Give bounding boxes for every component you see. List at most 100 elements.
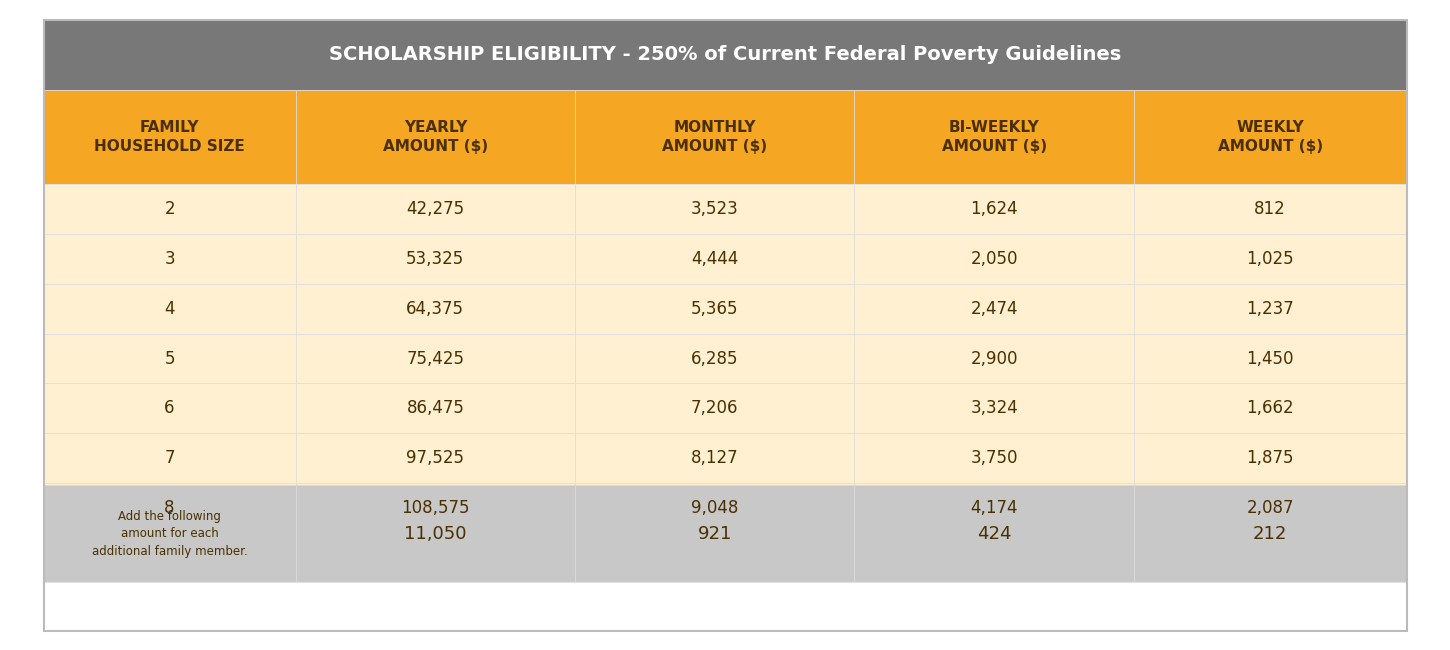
- Bar: [44, 284, 296, 333]
- Bar: [296, 485, 576, 582]
- Bar: [854, 483, 1134, 533]
- Text: 3: 3: [164, 250, 175, 268]
- Bar: [296, 185, 576, 234]
- Bar: [296, 384, 576, 434]
- Text: 42,275: 42,275: [406, 200, 464, 218]
- Bar: [1134, 485, 1406, 582]
- Bar: [1134, 185, 1406, 234]
- Text: 8,127: 8,127: [692, 449, 738, 467]
- Bar: [1134, 384, 1406, 434]
- Text: 64,375: 64,375: [406, 300, 464, 318]
- Bar: [1134, 483, 1406, 533]
- Bar: [576, 485, 854, 582]
- Text: 2,087: 2,087: [1247, 499, 1293, 517]
- Text: 1,450: 1,450: [1247, 350, 1293, 368]
- Bar: [44, 434, 296, 483]
- Bar: [44, 333, 296, 383]
- Bar: [576, 284, 854, 333]
- Bar: [296, 234, 576, 284]
- Text: 86,475: 86,475: [406, 399, 464, 417]
- Bar: [854, 483, 1134, 533]
- Bar: [1134, 434, 1406, 483]
- Bar: [854, 234, 1134, 284]
- Bar: [296, 333, 576, 383]
- Bar: [576, 333, 854, 383]
- Bar: [44, 90, 296, 185]
- Bar: [854, 284, 1134, 333]
- Text: 424: 424: [977, 525, 1012, 543]
- Text: 6,285: 6,285: [692, 350, 738, 368]
- Bar: [576, 384, 854, 434]
- Bar: [1134, 483, 1406, 533]
- Bar: [854, 185, 1134, 234]
- Bar: [1134, 485, 1406, 582]
- Bar: [296, 483, 576, 533]
- Text: 4: 4: [164, 300, 175, 318]
- Text: 1,624: 1,624: [970, 200, 1018, 218]
- Bar: [296, 485, 576, 582]
- Bar: [44, 185, 296, 234]
- Text: 108,575: 108,575: [402, 499, 470, 517]
- Text: SCHOLARSHIP ELIGIBILITY - 250% of Current Federal Poverty Guidelines: SCHOLARSHIP ELIGIBILITY - 250% of Curren…: [329, 45, 1121, 64]
- Text: 6: 6: [164, 399, 175, 417]
- Bar: [854, 434, 1134, 483]
- Bar: [576, 234, 854, 284]
- Bar: [296, 434, 576, 483]
- Bar: [296, 333, 576, 383]
- Text: 53,325: 53,325: [406, 250, 464, 268]
- Text: 5: 5: [164, 350, 175, 368]
- Bar: [854, 234, 1134, 284]
- Text: 2,050: 2,050: [970, 250, 1018, 268]
- Text: 1,237: 1,237: [1247, 300, 1293, 318]
- Bar: [576, 434, 854, 483]
- Bar: [1134, 90, 1406, 185]
- Text: 1,875: 1,875: [1247, 449, 1293, 467]
- Bar: [44, 485, 296, 582]
- Bar: [1134, 333, 1406, 383]
- Bar: [296, 483, 576, 533]
- Text: 11,050: 11,050: [405, 525, 467, 543]
- Bar: [44, 185, 296, 234]
- Bar: [854, 384, 1134, 434]
- Bar: [854, 185, 1134, 234]
- Bar: [1134, 384, 1406, 434]
- Bar: [44, 483, 296, 533]
- Bar: [576, 185, 854, 234]
- Bar: [854, 485, 1134, 582]
- Bar: [1134, 284, 1406, 333]
- Bar: [576, 234, 854, 284]
- Bar: [854, 434, 1134, 483]
- Bar: [854, 90, 1134, 185]
- Bar: [854, 333, 1134, 383]
- Bar: [44, 333, 296, 383]
- Text: 75,425: 75,425: [406, 350, 464, 368]
- Bar: [576, 284, 854, 333]
- Text: 921: 921: [697, 525, 732, 543]
- Bar: [576, 485, 854, 582]
- Bar: [854, 333, 1134, 383]
- Bar: [296, 284, 576, 333]
- Bar: [576, 185, 854, 234]
- Bar: [44, 485, 296, 582]
- Bar: [296, 284, 576, 333]
- Text: MONTHLY
AMOUNT ($): MONTHLY AMOUNT ($): [663, 120, 767, 154]
- Bar: [1134, 90, 1406, 185]
- Text: 4,174: 4,174: [970, 499, 1018, 517]
- Bar: [296, 384, 576, 434]
- Text: 9,048: 9,048: [692, 499, 738, 517]
- Bar: [44, 20, 1406, 90]
- Text: 7,206: 7,206: [692, 399, 738, 417]
- Text: FAMILY
HOUSEHOLD SIZE: FAMILY HOUSEHOLD SIZE: [94, 120, 245, 154]
- Bar: [576, 483, 854, 533]
- Bar: [854, 485, 1134, 582]
- Bar: [296, 90, 576, 185]
- Text: WEEKLY
AMOUNT ($): WEEKLY AMOUNT ($): [1218, 120, 1322, 154]
- Text: 212: 212: [1253, 525, 1288, 543]
- Text: 3,750: 3,750: [970, 449, 1018, 467]
- Bar: [576, 483, 854, 533]
- Text: BI-WEEKLY
AMOUNT ($): BI-WEEKLY AMOUNT ($): [941, 120, 1047, 154]
- Bar: [576, 90, 854, 185]
- Bar: [1134, 234, 1406, 284]
- Bar: [44, 434, 296, 483]
- Bar: [296, 434, 576, 483]
